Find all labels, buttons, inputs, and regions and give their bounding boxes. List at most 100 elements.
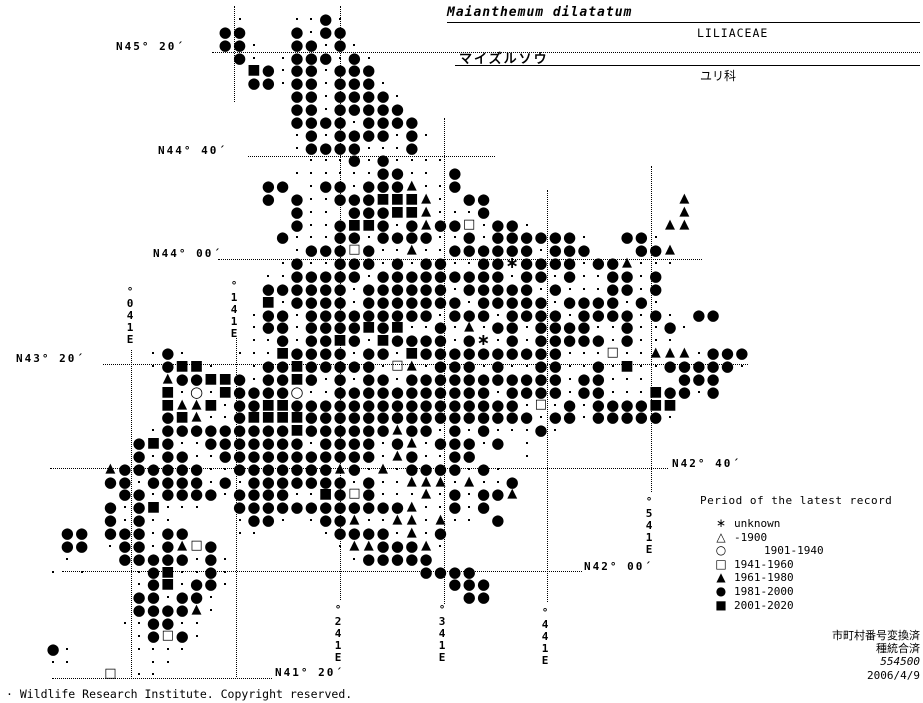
map-cell-dot	[654, 339, 657, 342]
map-symbol: ●	[720, 344, 734, 363]
map-cell-dot	[310, 18, 313, 20]
map-cell-dot	[209, 596, 212, 599]
map-symbol: ▲	[349, 537, 360, 553]
map-symbol: ●	[233, 395, 247, 414]
map-symbol: ●	[390, 498, 404, 517]
map-symbol: ●	[161, 344, 175, 363]
map-symbol: ■	[376, 190, 390, 207]
map-symbol: ●	[290, 267, 304, 285]
map-cell-dot	[425, 172, 428, 175]
map-symbol: ●	[161, 356, 175, 375]
map-symbol: ●	[319, 267, 333, 285]
map-symbol: ●	[476, 459, 491, 478]
map-cell-dot	[152, 364, 155, 367]
map-symbol: ●	[606, 267, 620, 285]
map-symbol: ●	[505, 228, 519, 247]
map-symbol: ■	[405, 203, 419, 220]
map-symbol: ●	[390, 331, 404, 350]
map-cell-dot	[281, 262, 284, 265]
grid-line-longitude	[234, 6, 235, 102]
map-symbol: ●	[706, 305, 720, 324]
map-cell-dot	[267, 275, 270, 277]
grid-line-longitude	[443, 118, 445, 604]
map-symbol: ●	[649, 279, 663, 298]
latitude-label: N41° 20´	[275, 666, 344, 679]
map-cell-dot	[453, 236, 456, 239]
latitude-label: N45° 20´	[116, 40, 185, 53]
map-symbol: ●	[462, 434, 476, 453]
map-date: 2006/4/9	[867, 668, 920, 682]
map-symbol: ●	[505, 215, 519, 234]
map-symbol: ●	[233, 421, 247, 440]
map-symbol: ●	[419, 549, 433, 568]
map-symbol: ●	[304, 356, 318, 375]
map-cell-dot	[482, 480, 485, 483]
map-symbol: ●	[663, 318, 677, 337]
map-symbol: ●	[247, 74, 261, 93]
map-symbol: ●	[161, 549, 175, 568]
map-symbol: ●	[304, 138, 318, 157]
map-symbol: ▲	[406, 525, 417, 540]
map-symbol: ●	[175, 485, 189, 504]
map-symbol: ●	[161, 524, 175, 542]
map-cell-dot	[439, 313, 442, 316]
map-symbol: ●	[433, 356, 447, 375]
map-symbol: ●	[405, 408, 419, 427]
map-symbol: ■	[405, 345, 419, 362]
map-cell-dot	[425, 519, 428, 522]
map-symbol: ●	[505, 344, 519, 363]
map-symbol: ●	[60, 524, 74, 542]
map-symbol: ●	[419, 305, 433, 324]
map-cell-dot	[310, 442, 313, 445]
map-cell-dot	[396, 352, 399, 355]
map-symbol: ●	[405, 112, 419, 131]
map-symbol: ●	[390, 279, 404, 298]
map-symbol: ●	[362, 279, 376, 298]
map-symbol: ●	[649, 305, 663, 324]
map-cell-dot	[295, 313, 298, 316]
map-cell-dot	[66, 557, 69, 560]
latitude-label: N43° 20´	[16, 352, 85, 365]
map-symbol: ●	[634, 228, 648, 247]
longitude-label: ° 4 4 1 E	[541, 606, 549, 667]
map-symbol: ●	[103, 472, 117, 491]
map-symbol: ●	[448, 562, 462, 581]
map-symbol: ●	[491, 241, 505, 260]
map-symbol: ●	[347, 74, 361, 93]
map-symbol: ●	[376, 524, 390, 542]
map-symbol: ●	[577, 369, 591, 388]
map-symbol: ●	[376, 164, 390, 183]
map-symbol: ●	[233, 369, 247, 388]
map-symbol: ●	[448, 459, 462, 478]
map-cell-dot	[252, 339, 255, 342]
map-symbol: ●	[161, 459, 175, 478]
map-symbol: ●	[304, 331, 318, 350]
map-symbol: ■	[261, 409, 275, 426]
map-cell-dot	[640, 339, 643, 342]
map-symbol: ■	[663, 396, 677, 413]
map-symbol: ●	[505, 279, 519, 298]
map-symbol: ●	[233, 382, 247, 401]
map-symbol: ●	[591, 331, 605, 350]
map-symbol: ●	[333, 22, 347, 41]
map-symbol: ●	[319, 279, 333, 298]
map-cell-dot	[582, 275, 585, 277]
map-symbol: ●	[376, 549, 390, 568]
map-symbol: ●	[520, 241, 534, 260]
map-symbol: ●	[634, 408, 648, 427]
map-symbol: ●	[290, 202, 304, 221]
map-symbol: ●	[333, 498, 347, 517]
map-symbol: ●	[448, 575, 462, 594]
map-cell-dot	[439, 197, 442, 200]
map-symbol: ●	[362, 434, 376, 453]
map-symbol: ●	[276, 498, 290, 517]
map-symbol: ●	[534, 292, 548, 311]
map-symbol: ●	[276, 459, 290, 478]
map-symbol: ●	[333, 395, 347, 414]
map-cell-dot	[582, 364, 585, 367]
map-symbol: ●	[620, 267, 634, 285]
map-cell-dot	[109, 544, 112, 547]
map-symbol: ●	[462, 344, 476, 363]
map-symbol: ●	[405, 138, 419, 157]
map-symbol: ●	[304, 241, 318, 260]
